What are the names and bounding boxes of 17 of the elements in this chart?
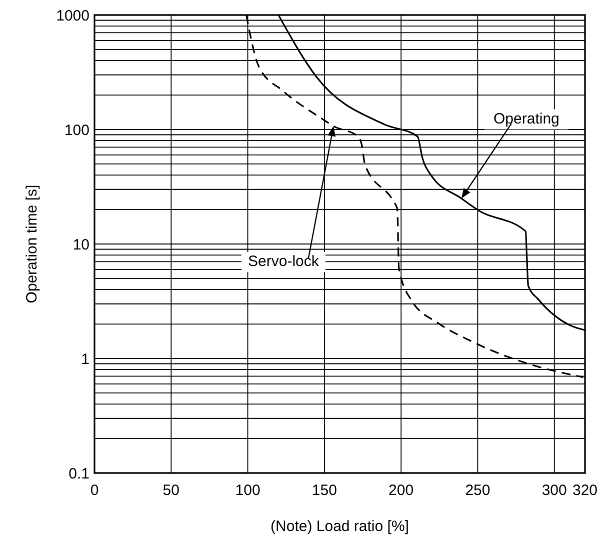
annotation: Servo-lock [248,253,320,270]
y-tick-label: 10 [72,236,90,254]
y-tick-label: 1000 [56,7,90,24]
x-tick-label: 100 [235,482,260,499]
x-tick-label: 50 [162,482,180,499]
y-tick-label: 100 [64,122,90,139]
x-tick-label: 300 [542,482,567,499]
y-axis-title: Operation time [s] [24,184,40,304]
x-tick-label: 0 [90,482,99,499]
x-axis-title: (Note) Load ratio [%] [270,518,409,535]
x-tick-label: 200 [388,482,414,499]
x-tick-label: 250 [465,482,490,499]
annotation: Operating [494,110,560,128]
x-tick-label: 150 [312,482,337,499]
y-tick-label: 1 [81,350,90,368]
y-tick-label: 0.1 [68,465,90,482]
x-tick-label: 320 [572,482,598,499]
